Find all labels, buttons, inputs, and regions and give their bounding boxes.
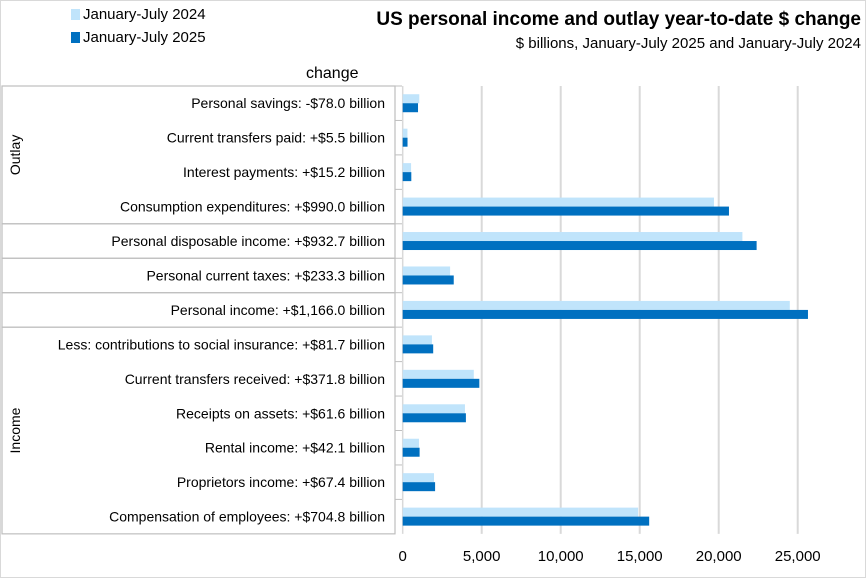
legend-item-2025: January-July 2025 (71, 29, 206, 46)
bar-2025 (402, 482, 436, 492)
x-tick-label: 10,000 (538, 548, 584, 565)
category-label: Current transfers received: +$371.8 bill… (125, 371, 385, 387)
category-label: Receipts on assets: +$61.6 billion (176, 405, 385, 421)
bar-2025 (402, 137, 408, 147)
legend-label: January-July 2024 (83, 6, 206, 23)
x-tick-label: 5,000 (463, 548, 501, 565)
bar-2025 (402, 344, 434, 354)
category-label: Less: contributions to social insurance:… (58, 336, 385, 352)
bar-2024 (402, 507, 639, 517)
bar-2024 (402, 404, 465, 414)
bar-2024 (402, 473, 434, 483)
bar-2025 (402, 103, 419, 113)
group-label: Outlay (7, 135, 23, 175)
category-label: Consumption expenditures: +$990.0 billio… (120, 199, 385, 215)
category-label: Personal income: +$1,166.0 billion (171, 302, 385, 318)
bar-2024 (402, 197, 714, 207)
category-label: Proprietors income: +$67.4 billion (177, 474, 385, 490)
bar-2025 (402, 172, 412, 182)
bar-2025 (402, 378, 480, 388)
bar-2025 (402, 413, 466, 423)
column-header: change (306, 65, 359, 82)
category-group-box (1, 326, 396, 535)
legend-item-2024: January-July 2024 (71, 6, 206, 23)
bar-2024 (402, 232, 743, 242)
bar-2024 (402, 163, 412, 173)
bar-2025 (402, 516, 650, 526)
category-label: Interest payments: +$15.2 billion (183, 164, 385, 180)
category-label: Compensation of employees: +$704.8 billi… (109, 509, 385, 525)
bar-2025 (402, 275, 454, 285)
bar-2025 (402, 309, 808, 319)
x-tick-label: 25,000 (775, 548, 821, 565)
chart-subtitle: $ billions, January-July 2025 and Januar… (515, 35, 861, 52)
category-label: Current transfers paid: +$5.5 billion (167, 130, 385, 146)
bar-2024 (402, 438, 419, 448)
x-tick-label: 20,000 (696, 548, 742, 565)
category-label: Personal savings: -$78.0 billion (191, 95, 385, 111)
x-tick-label: 0 (399, 548, 407, 565)
bar-2024 (402, 300, 790, 310)
bar-2024 (402, 94, 420, 104)
bar-2024 (402, 128, 408, 138)
category-label: Personal disposable income: +$932.7 bill… (111, 233, 385, 249)
bar-2024 (402, 335, 432, 345)
legend-swatch (71, 32, 80, 43)
group-label: Income (7, 407, 23, 453)
bar-2024 (402, 266, 451, 276)
category-label: Personal current taxes: +$233.3 billion (146, 267, 385, 283)
x-tick-label: 15,000 (617, 548, 663, 565)
category-label: Rental income: +$42.1 billion (205, 440, 385, 456)
legend-label: January-July 2025 (83, 29, 206, 46)
bar-2025 (402, 241, 757, 251)
chart-title: US personal income and outlay year-to-da… (376, 9, 861, 30)
bar-2025 (402, 447, 420, 457)
legend-swatch (71, 9, 80, 20)
bar-2024 (402, 369, 474, 379)
bar-2025 (402, 206, 729, 216)
